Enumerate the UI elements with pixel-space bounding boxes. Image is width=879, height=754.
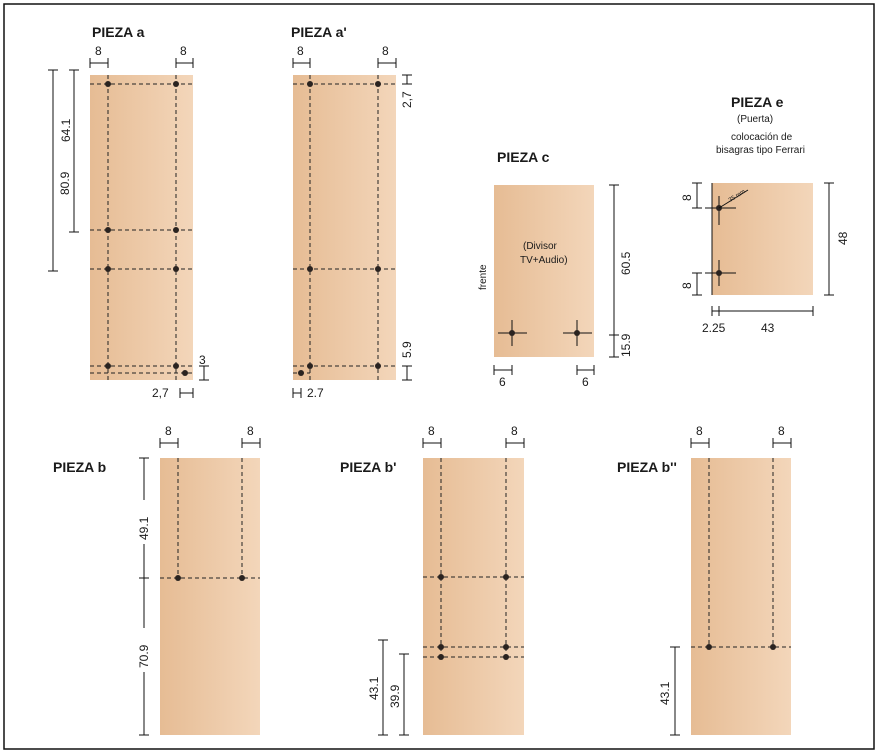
piece-b-title: PIEZA b	[53, 459, 106, 475]
piece-b-dim-right: 8	[247, 424, 254, 438]
piece-a-dim-bot2: 2,7	[152, 386, 169, 400]
piece-b-double-prime: PIEZA b'' 8 8 43.1	[617, 424, 792, 736]
piece-e-dim-h: 48	[836, 231, 850, 245]
piece-e-dim-w: 43	[761, 321, 775, 335]
piece-e-note-line1: colocación de	[731, 132, 793, 143]
piece-b-double-prime-dim-1: 43.1	[658, 681, 672, 705]
piece-c-dim-left: 6	[499, 375, 506, 389]
piece-b-double-prime-title: PIEZA b''	[617, 459, 677, 475]
piece-a: PIEZA a 8 8 80.9 64.1 3 2,7	[48, 24, 209, 400]
piece-c-dim-bot: 15.9	[619, 333, 633, 357]
piece-b-prime-dim-right: 8	[511, 424, 518, 438]
piece-a-dim-right: 8	[180, 44, 187, 58]
piece-a-prime-dim-left: 8	[297, 44, 304, 58]
piece-e-dim-top: 8	[680, 194, 694, 201]
piece-b-prime-dim-2: 39.9	[388, 684, 402, 708]
piece-b-board	[160, 458, 260, 735]
piece-c-label-line1: (Divisor	[523, 241, 558, 252]
piece-b-prime-title: PIEZA b'	[340, 459, 396, 475]
piece-b-prime-dim-left: 8	[428, 424, 435, 438]
piece-b-dim-top: 49.1	[137, 516, 151, 540]
piece-a-title: PIEZA a	[92, 24, 145, 40]
piece-e: PIEZA e (Puerta) colocación de bisagras …	[680, 94, 850, 335]
piece-e-dim-left: 2.25	[702, 321, 726, 335]
piece-c-dim-right: 6	[582, 375, 589, 389]
piece-e-board	[712, 183, 813, 295]
piece-b-prime-dim-1: 43.1	[367, 676, 381, 700]
piece-a-prime: PIEZA a' 8 8 2,7 5.9 2.7	[291, 24, 414, 400]
piece-b-prime: PIEZA b' 8 8 43.1 39.9	[340, 424, 525, 736]
piece-a-dim-bot1: 3	[199, 353, 206, 367]
piece-c-side-label: frente	[478, 264, 489, 290]
piece-b-double-prime-dim-left: 8	[696, 424, 703, 438]
piece-c-title: PIEZA c	[497, 149, 550, 165]
piece-e-title: PIEZA e	[731, 94, 784, 110]
piece-c-dim-h: 60.5	[619, 251, 633, 275]
piece-a-dim-left: 8	[95, 44, 102, 58]
piece-a-prime-title: PIEZA a'	[291, 24, 347, 40]
piece-e-note-line2: bisagras tipo Ferrari	[716, 145, 805, 156]
piece-a-dim-h1: 80.9	[58, 171, 72, 195]
piece-e-subtitle: (Puerta)	[737, 114, 773, 125]
piece-a-prime-dim-right: 8	[382, 44, 389, 58]
piece-b: PIEZA b 8 8 49.1 70.9	[53, 424, 261, 736]
piece-a-prime-dim-bot1: 5.9	[400, 341, 414, 358]
piece-a-prime-board	[293, 75, 396, 380]
piece-b-dim-bot: 70.9	[137, 644, 151, 668]
piece-a-dim-h2: 64.1	[59, 118, 73, 142]
piece-a-prime-holes	[298, 81, 381, 376]
piece-b-prime-board	[423, 458, 524, 735]
piece-a-prime-dim-top: 2,7	[400, 91, 414, 108]
piece-b-dim-left: 8	[165, 424, 172, 438]
piece-c-label-line2: TV+Audio)	[520, 255, 568, 266]
piece-a-holes	[105, 81, 188, 376]
piece-b-double-prime-board	[691, 458, 791, 735]
piece-c: PIEZA c (Divisor TV+Audio) frente 60.5 1…	[478, 149, 633, 389]
piece-e-dim-bot: 8	[680, 282, 694, 289]
piece-a-prime-dim-bot2: 2.7	[307, 386, 324, 400]
piece-b-double-prime-dim-right: 8	[778, 424, 785, 438]
